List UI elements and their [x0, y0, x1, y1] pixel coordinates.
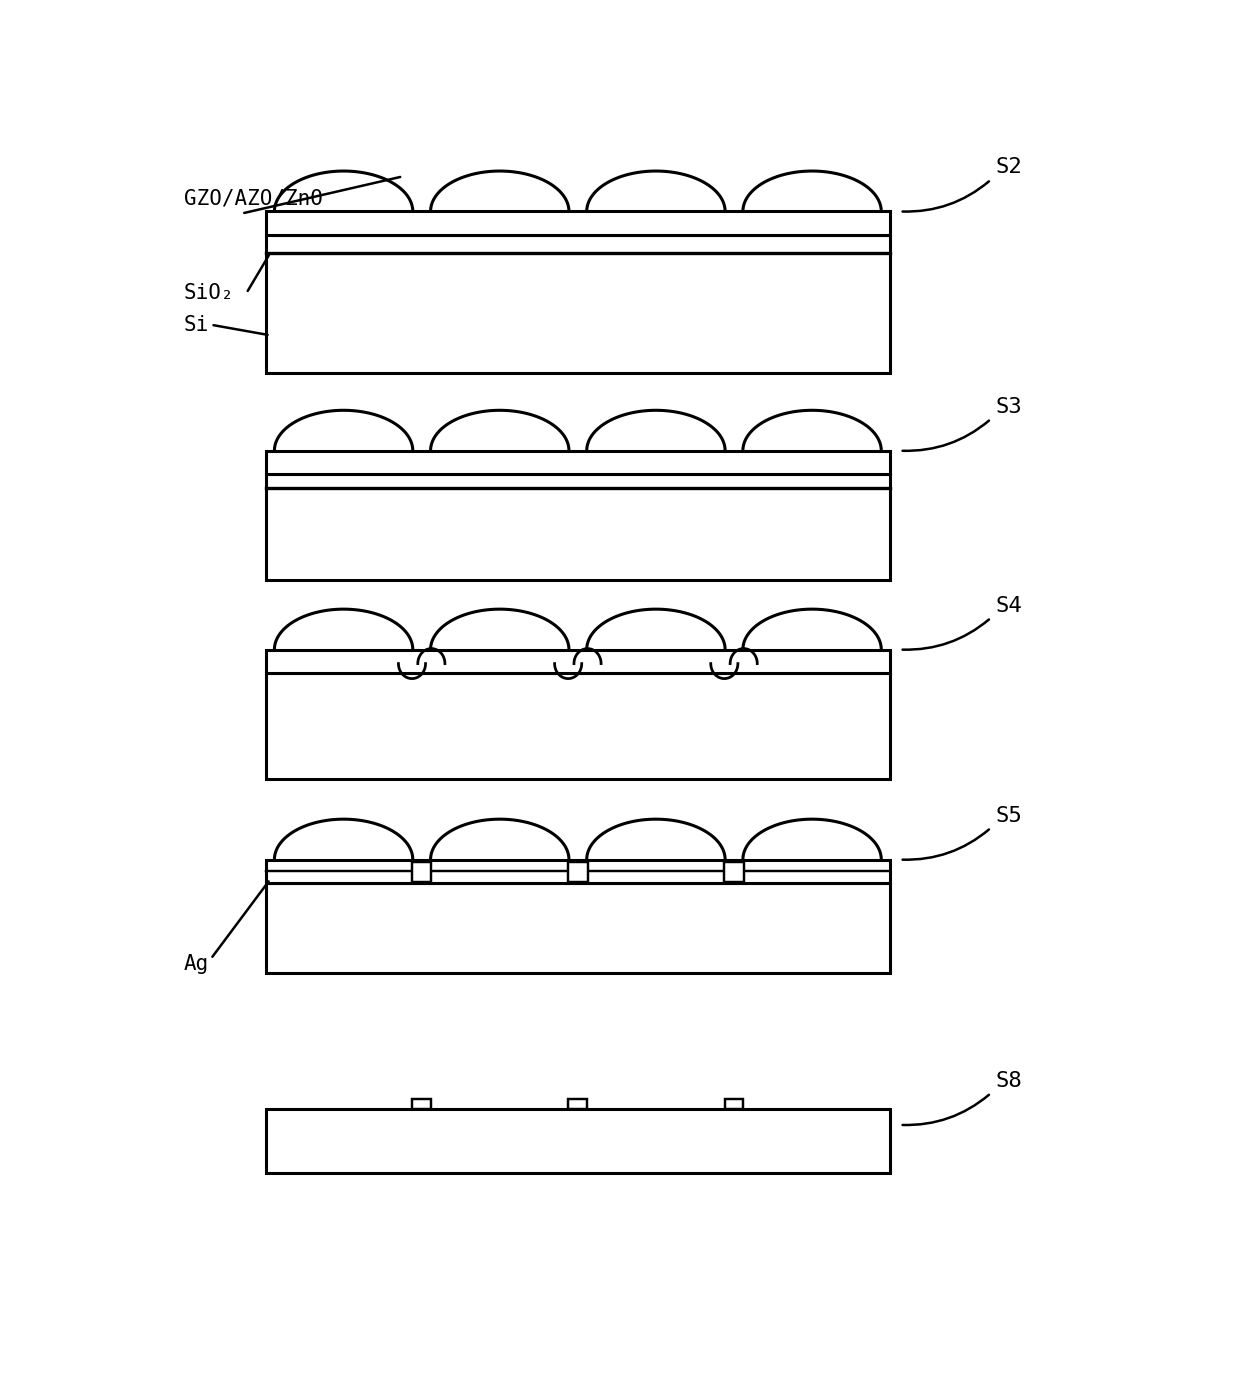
- Bar: [412, 862, 432, 882]
- Bar: [265, 859, 890, 882]
- Text: SiO₂: SiO₂: [184, 283, 234, 304]
- Text: S5: S5: [996, 805, 1023, 826]
- Bar: [265, 474, 890, 580]
- Bar: [265, 1109, 890, 1172]
- Bar: [568, 1099, 588, 1109]
- Bar: [265, 673, 890, 779]
- Text: S8: S8: [996, 1070, 1023, 1091]
- Bar: [265, 211, 890, 235]
- Bar: [724, 862, 744, 882]
- Text: S3: S3: [996, 396, 1023, 417]
- Bar: [265, 235, 890, 373]
- Text: S4: S4: [996, 595, 1023, 616]
- Text: GZO/AZO/ZnO: GZO/AZO/ZnO: [184, 188, 322, 209]
- Text: Si: Si: [184, 315, 210, 334]
- Text: Ag: Ag: [184, 954, 210, 975]
- Bar: [568, 862, 588, 882]
- Bar: [265, 649, 890, 673]
- Bar: [724, 1099, 743, 1109]
- Bar: [413, 1099, 432, 1109]
- Bar: [265, 450, 890, 474]
- Text: S2: S2: [996, 157, 1023, 177]
- Bar: [265, 882, 890, 974]
